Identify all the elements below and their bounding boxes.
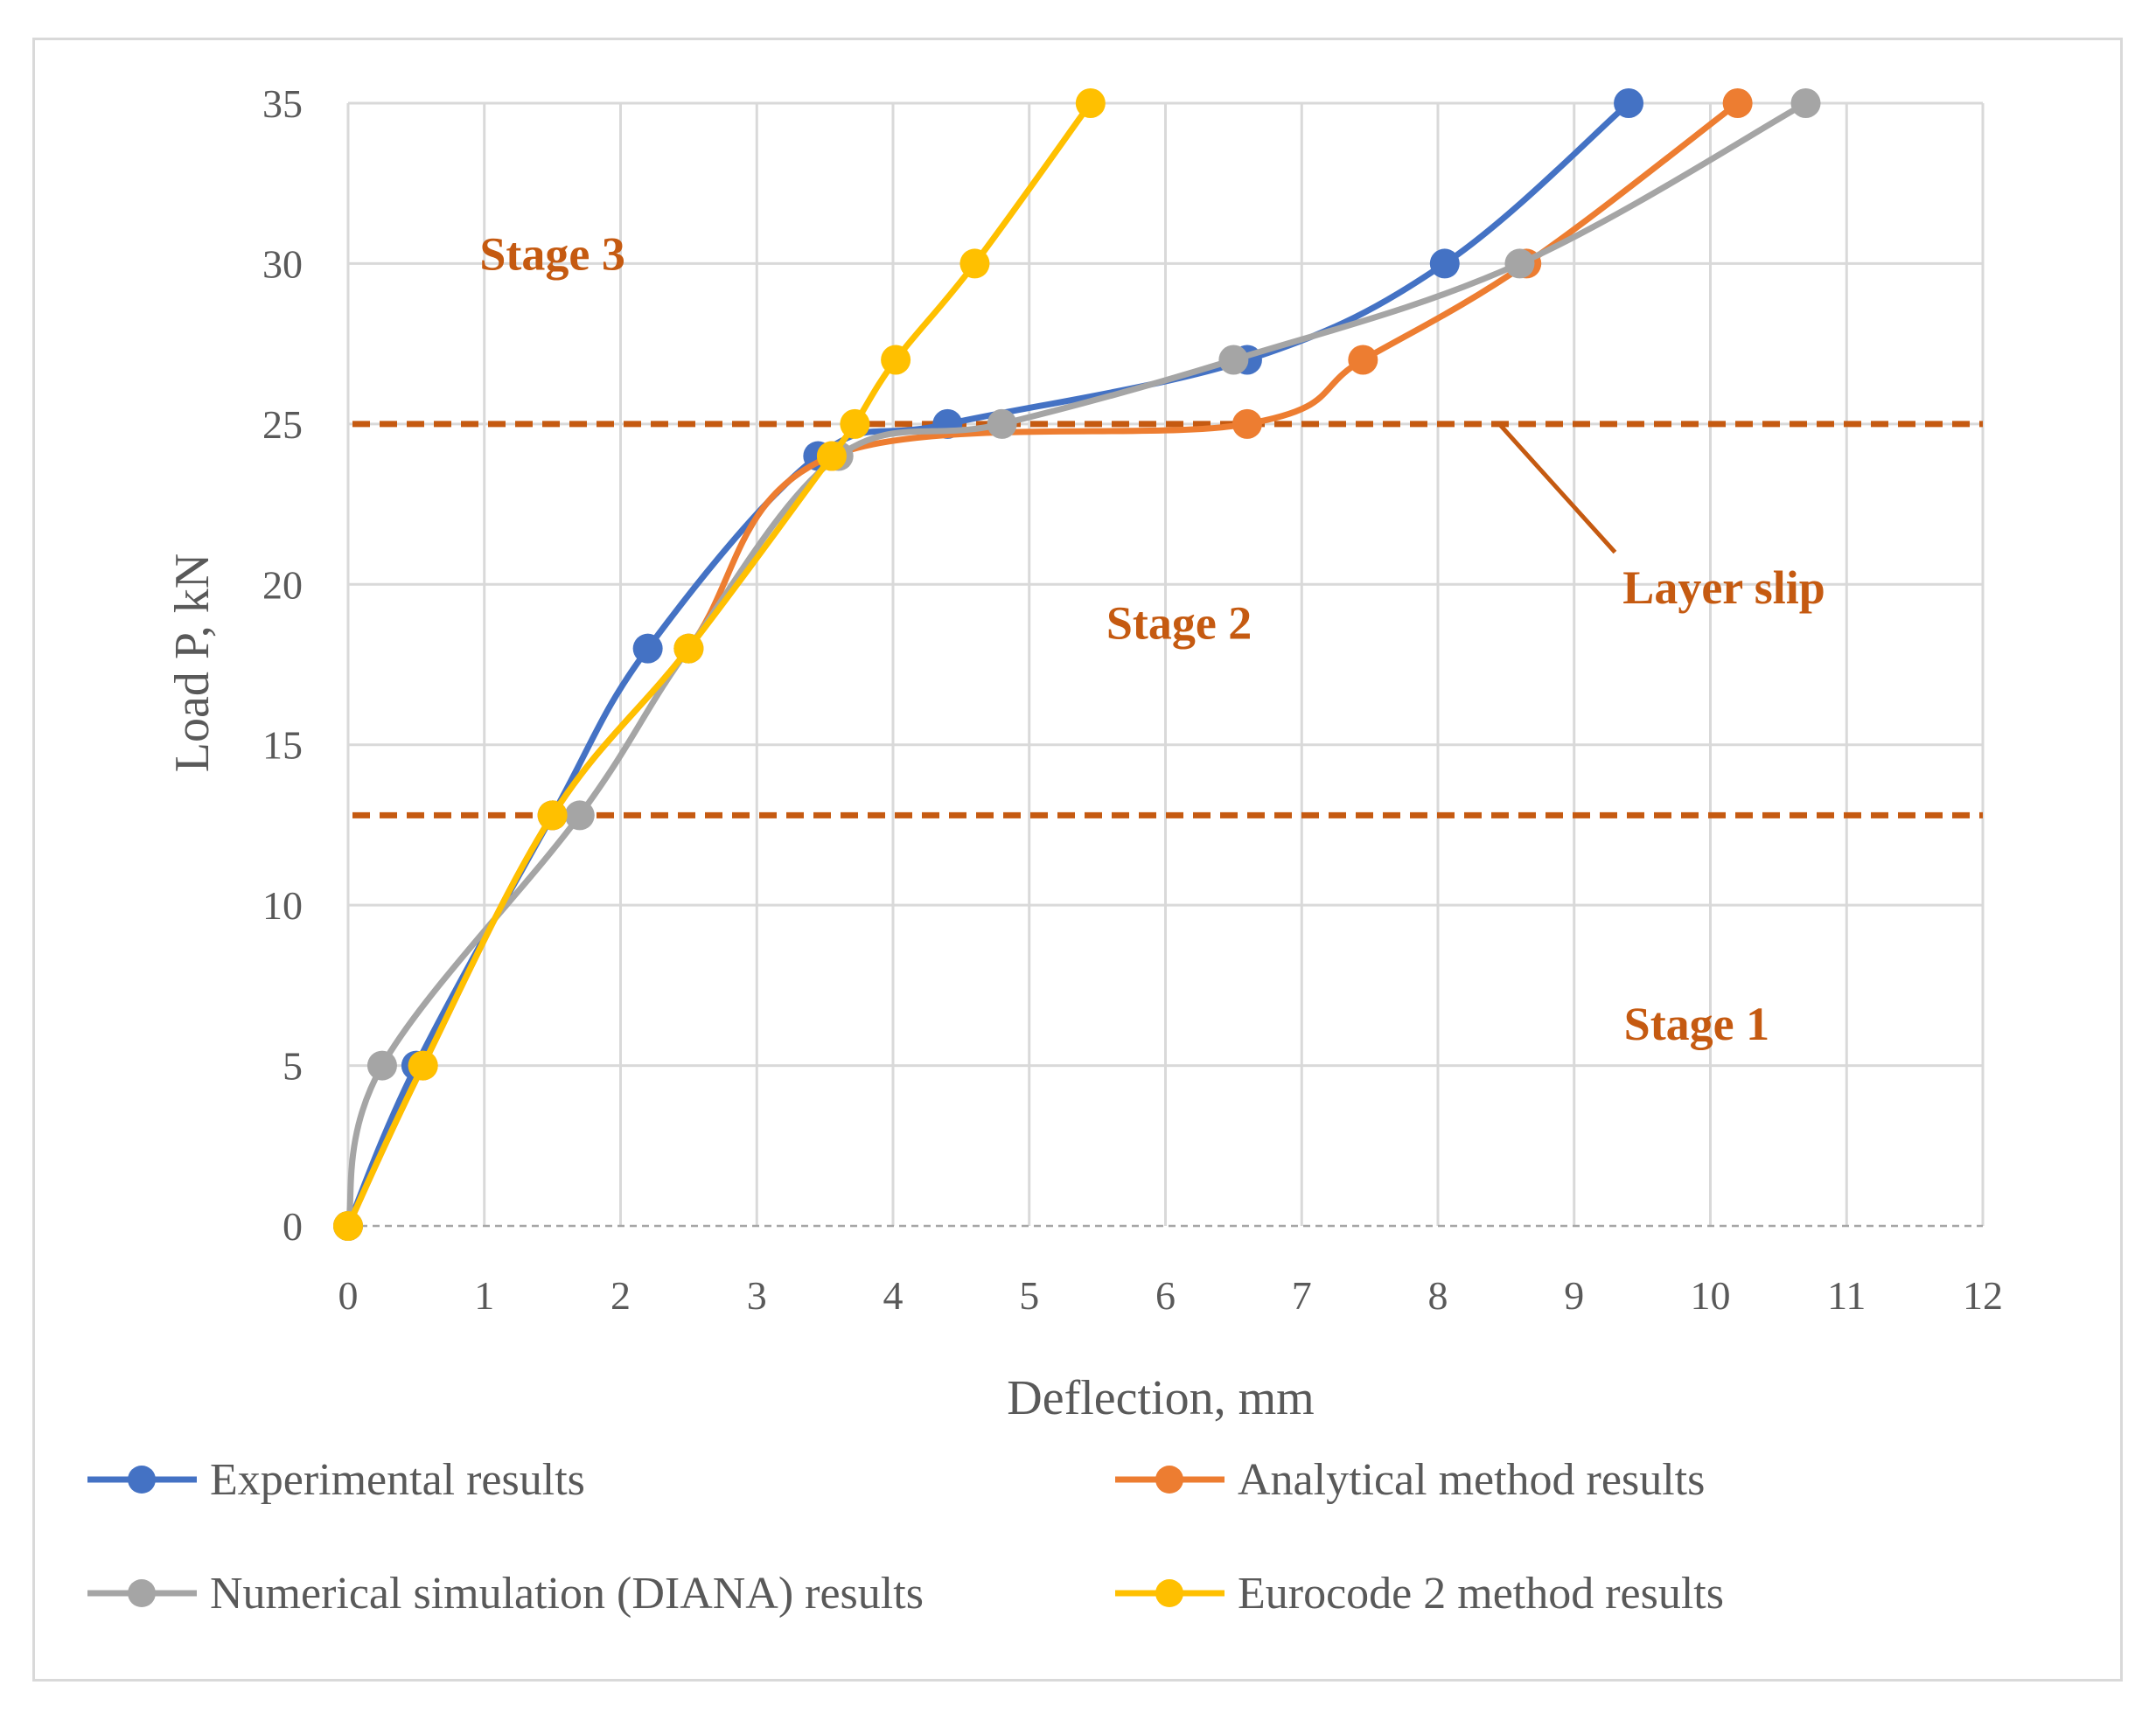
- annotation-label: Stage 1: [1624, 998, 1769, 1050]
- data-point[interactable]: [408, 1050, 438, 1081]
- legend-label: Experimental results: [210, 1455, 585, 1505]
- data-point[interactable]: [881, 345, 911, 375]
- x-tick-label: 1: [474, 1273, 494, 1318]
- legend-label: Numerical simulation (DIANA) results: [210, 1569, 924, 1619]
- y-tick-label: 30: [262, 241, 303, 286]
- x-tick-label: 0: [338, 1273, 359, 1318]
- y-axis-title: Load P, kN: [165, 554, 220, 772]
- legend-item-analytical[interactable]: Analytical method results: [1115, 1455, 1705, 1505]
- x-axis-title: Deflection, mm: [1007, 1371, 1314, 1425]
- y-tick-label: 10: [262, 883, 303, 928]
- legend-swatch-marker: [1155, 1579, 1183, 1607]
- x-tick-label: 7: [1292, 1273, 1312, 1318]
- reference-lines: [352, 421, 1983, 818]
- data-point[interactable]: [537, 800, 568, 831]
- data-point[interactable]: [1429, 248, 1460, 279]
- data-point[interactable]: [333, 1211, 363, 1241]
- annotation-leader-line: [1497, 422, 1617, 554]
- chart-frame: [32, 38, 2123, 1682]
- legend-swatch-marker: [128, 1579, 156, 1607]
- data-point[interactable]: [366, 1050, 397, 1081]
- annotation-label: Stage 2: [1106, 596, 1252, 649]
- legend-swatch-marker: [1155, 1466, 1183, 1494]
- y-tick-label: 15: [262, 723, 303, 768]
- data-point[interactable]: [1075, 88, 1106, 118]
- data-point[interactable]: [1504, 248, 1535, 279]
- legend-item-experimental[interactable]: Experimental results: [87, 1455, 585, 1505]
- x-tick-label: 6: [1155, 1273, 1176, 1318]
- x-tick-label: 9: [1564, 1273, 1584, 1318]
- series-3: [333, 88, 1106, 1241]
- data-point[interactable]: [564, 800, 595, 831]
- data-point[interactable]: [1218, 345, 1249, 375]
- data-point[interactable]: [1348, 345, 1378, 375]
- x-tick-label: 11: [1827, 1273, 1866, 1318]
- x-tick-label: 3: [747, 1273, 767, 1318]
- grid: [346, 101, 1985, 1228]
- legend-label: Eurocode 2 method results: [1238, 1569, 1724, 1619]
- data-point[interactable]: [1614, 88, 1644, 118]
- legend-item-eurocode[interactable]: Eurocode 2 method results: [1115, 1569, 1724, 1619]
- series-lines: [333, 88, 1821, 1241]
- data-point[interactable]: [987, 408, 1017, 439]
- x-tick-label: 8: [1428, 1273, 1448, 1318]
- x-tick-label: 5: [1019, 1273, 1039, 1318]
- data-point[interactable]: [673, 633, 704, 664]
- legend: Experimental results Analytical method r…: [87, 1455, 1724, 1619]
- legend-item-numerical[interactable]: Numerical simulation (DIANA) results: [87, 1569, 924, 1619]
- annotation-label: Stage 3: [479, 227, 624, 280]
- data-point[interactable]: [1790, 88, 1821, 118]
- data-point[interactable]: [1232, 408, 1262, 439]
- data-point[interactable]: [632, 633, 663, 664]
- y-tick-label: 35: [262, 81, 303, 126]
- y-tick-label: 20: [262, 562, 303, 607]
- data-point[interactable]: [816, 441, 847, 471]
- x-tick-label: 10: [1691, 1273, 1731, 1318]
- legend-label: Analytical method results: [1238, 1455, 1705, 1505]
- x-tick-label: 2: [611, 1273, 631, 1318]
- data-point[interactable]: [959, 248, 990, 279]
- data-point[interactable]: [840, 408, 870, 439]
- series-line: [345, 100, 1094, 1229]
- data-point[interactable]: [1722, 88, 1753, 118]
- annotations: Stage 3 Stage 2 Stage 1 Layer slip: [479, 227, 1825, 1049]
- legend-swatch-marker: [128, 1466, 156, 1494]
- y-tick-label: 5: [283, 1044, 303, 1089]
- annotation-label: Layer slip: [1622, 561, 1825, 614]
- x-tick-label: 12: [1963, 1273, 2003, 1318]
- x-tick-label: 4: [883, 1273, 904, 1318]
- y-tick-label: 0: [283, 1204, 303, 1249]
- y-tick-label: 25: [262, 402, 303, 447]
